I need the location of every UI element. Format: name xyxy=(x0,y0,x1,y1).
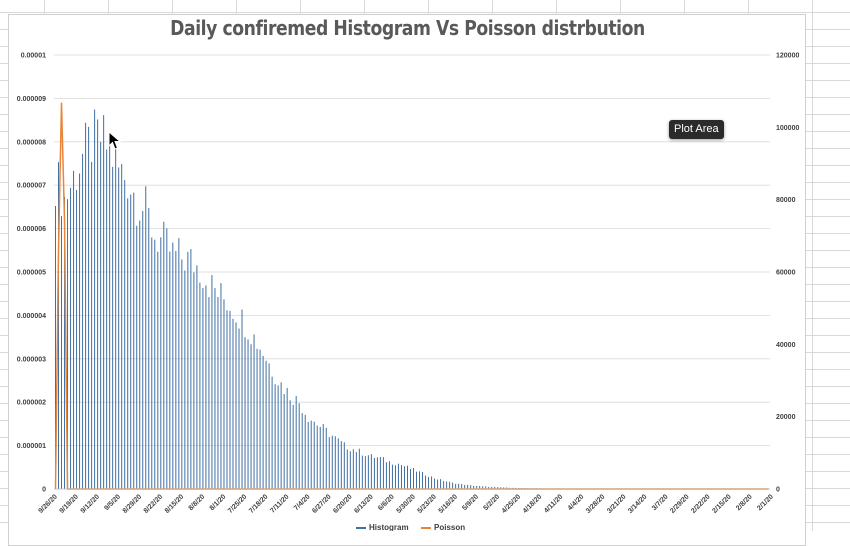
x-tick-label: 8/29/20 xyxy=(122,493,144,515)
x-tick-label: 4/11/20 xyxy=(543,493,564,514)
x-tick-label: 4/18/20 xyxy=(522,493,544,515)
x-tick-label: 2/1/20 xyxy=(756,493,775,512)
x-tick-label: 9/19/20 xyxy=(59,493,81,515)
x-tick-label: 2/15/20 xyxy=(711,493,733,515)
legend-entry: Poisson xyxy=(434,523,465,531)
poisson-line xyxy=(54,102,769,490)
x-tick-label: 6/27/20 xyxy=(311,493,333,515)
gridlines xyxy=(54,54,770,490)
y-left-tick-label: 0.000006 xyxy=(17,226,46,233)
histogram-bars xyxy=(55,109,640,489)
mouse-pointer-icon xyxy=(108,131,122,150)
x-tick-label: 9/5/20 xyxy=(103,493,122,512)
x-tick-label: 3/7/20 xyxy=(651,493,670,512)
y-axis-right: 0 20000 40000 60000 80000 100000 120000 xyxy=(776,53,799,494)
x-tick-label: 8/22/20 xyxy=(143,493,165,515)
x-tick-label: 2/8/20 xyxy=(735,493,754,512)
x-tick-label: 8/1/20 xyxy=(209,493,228,512)
x-tick-label: 5/2/20 xyxy=(482,493,501,512)
y-left-tick-label: 0.000001 xyxy=(17,443,46,450)
x-tick-label: 2/29/20 xyxy=(669,493,691,515)
y-right-tick-label: 80000 xyxy=(776,197,796,204)
legend: Histogram Poisson xyxy=(356,523,465,531)
x-tick-label: 8/15/20 xyxy=(164,493,186,515)
legend-entry: Histogram xyxy=(369,523,409,531)
x-tick-label: 7/25/20 xyxy=(227,493,249,515)
y-right-tick-label: 100000 xyxy=(776,125,799,132)
x-tick-label: 5/9/20 xyxy=(461,493,480,512)
x-tick-label: 5/23/20 xyxy=(417,493,439,515)
chart-title[interactable]: Daily confiremed Histogram Vs Poisson di… xyxy=(170,16,645,40)
x-tick-label: 9/26/20 xyxy=(37,493,59,515)
plot-area-tooltip: Plot Area xyxy=(669,120,724,139)
chart-area[interactable] xyxy=(8,14,806,546)
y-left-tick-label: 0.000005 xyxy=(17,270,46,277)
x-tick-label: 8/8/20 xyxy=(188,493,207,512)
y-right-tick-label: 120000 xyxy=(776,53,799,60)
y-left-tick-label: 0.000007 xyxy=(17,183,46,190)
chart-svg[interactable]: 0 0.000001 0.000002 0.000003 0.000004 0.00000… xyxy=(0,0,850,532)
y-right-tick-label: 40000 xyxy=(776,342,796,349)
y-left-tick-label: 0.000004 xyxy=(17,313,46,320)
x-tick-label: 6/20/20 xyxy=(332,493,354,515)
x-tick-label: 3/14/20 xyxy=(627,493,649,515)
x-tick-label: 5/16/20 xyxy=(438,493,460,515)
y-left-tick-label: 0.000009 xyxy=(17,96,46,103)
y-left-tick-label: 0.000008 xyxy=(17,139,46,146)
x-tick-label: 6/13/20 xyxy=(353,493,375,515)
x-tick-label: 3/28/20 xyxy=(585,493,607,515)
y-axis-left: 0 0.000001 0.000002 0.000003 0.000004 0.00000… xyxy=(17,53,46,494)
poisson-series xyxy=(54,102,769,490)
y-left-tick-label: 0.00001 xyxy=(21,53,46,60)
y-left-tick-label: 0.000003 xyxy=(17,356,46,363)
x-tick-label: 4/4/20 xyxy=(567,493,586,512)
x-tick-label: 2/22/20 xyxy=(690,493,712,515)
y-left-tick-label: 0 xyxy=(42,487,46,494)
x-tick-label: 4/25/20 xyxy=(501,493,523,515)
y-right-tick-label: 0 xyxy=(776,487,780,494)
y-right-tick-label: 60000 xyxy=(776,270,796,277)
y-right-tick-label: 20000 xyxy=(776,414,796,421)
x-tick-label: 9/12/20 xyxy=(80,493,102,515)
x-tick-label: 3/21/20 xyxy=(606,493,628,515)
x-tick-label: 5/30/20 xyxy=(395,493,417,515)
x-tick-label: 6/6/20 xyxy=(377,493,396,512)
x-tick-label: 7/18/20 xyxy=(248,493,270,515)
x-tick-label: 7/11/20 xyxy=(269,493,290,514)
y-left-tick-label: 0.000002 xyxy=(17,400,46,407)
x-axis: 9/26/20 9/19/20 9/12/20 9/5/20 8/29/20 8/22/2… xyxy=(37,488,775,515)
x-tick-label: 7/4/20 xyxy=(293,493,312,512)
